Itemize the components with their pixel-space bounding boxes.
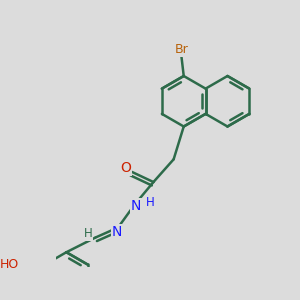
Text: N: N [130,199,141,213]
Text: N: N [112,225,122,239]
Text: Br: Br [174,43,188,56]
Text: H: H [83,227,92,240]
Text: HO: HO [0,258,19,271]
Text: H: H [146,196,154,209]
Text: O: O [120,161,131,175]
